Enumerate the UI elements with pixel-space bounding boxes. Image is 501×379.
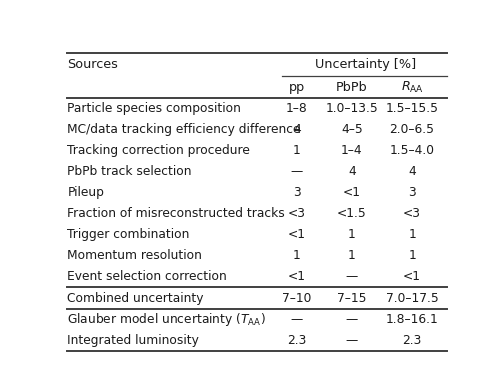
Text: Uncertainty [%]: Uncertainty [%] — [315, 58, 416, 71]
Text: 2.3: 2.3 — [402, 334, 422, 347]
Text: 3: 3 — [408, 186, 416, 199]
Text: 7–10: 7–10 — [282, 291, 312, 305]
Text: PbPb: PbPb — [336, 81, 368, 94]
Text: Combined uncertainty: Combined uncertainty — [67, 291, 204, 305]
Text: 1.0–13.5: 1.0–13.5 — [326, 102, 378, 115]
Text: <1: <1 — [288, 228, 306, 241]
Text: —: — — [291, 165, 303, 178]
Text: <1.5: <1.5 — [337, 207, 367, 220]
Text: 4: 4 — [348, 165, 356, 178]
Text: 1: 1 — [348, 228, 356, 241]
Text: 4–5: 4–5 — [341, 123, 363, 136]
Text: 7–15: 7–15 — [337, 291, 367, 305]
Text: —: — — [346, 334, 358, 347]
Text: 4: 4 — [408, 165, 416, 178]
Text: 1: 1 — [408, 249, 416, 262]
Text: <1: <1 — [343, 186, 361, 199]
Text: <3: <3 — [288, 207, 306, 220]
Text: Momentum resolution: Momentum resolution — [67, 249, 202, 262]
Text: PbPb track selection: PbPb track selection — [67, 165, 192, 178]
Text: 1.8–16.1: 1.8–16.1 — [386, 313, 438, 326]
Text: 4: 4 — [293, 123, 301, 136]
Text: <1: <1 — [288, 270, 306, 283]
Text: pp: pp — [289, 81, 305, 94]
Text: 1: 1 — [408, 228, 416, 241]
Text: Pileup: Pileup — [67, 186, 104, 199]
Text: —: — — [291, 313, 303, 326]
Text: 1.5–15.5: 1.5–15.5 — [386, 102, 438, 115]
Text: —: — — [346, 270, 358, 283]
Text: 1: 1 — [293, 144, 301, 157]
Text: 1–4: 1–4 — [341, 144, 363, 157]
Text: Trigger combination: Trigger combination — [67, 228, 190, 241]
Text: Particle species composition: Particle species composition — [67, 102, 241, 115]
Text: 2.0–6.5: 2.0–6.5 — [390, 123, 434, 136]
Text: Sources: Sources — [67, 58, 118, 71]
Text: 7.0–17.5: 7.0–17.5 — [386, 291, 438, 305]
Text: 1–8: 1–8 — [286, 102, 308, 115]
Text: —: — — [346, 313, 358, 326]
Text: Fraction of misreconstructed tracks: Fraction of misreconstructed tracks — [67, 207, 285, 220]
Text: <3: <3 — [403, 207, 421, 220]
Text: MC/data tracking efficiency difference: MC/data tracking efficiency difference — [67, 123, 301, 136]
Text: 1: 1 — [348, 249, 356, 262]
Text: Event selection correction: Event selection correction — [67, 270, 227, 283]
Text: Glauber model uncertainty ($T_{\mathrm{AA}}$): Glauber model uncertainty ($T_{\mathrm{A… — [67, 311, 266, 328]
Text: 1.5–4.0: 1.5–4.0 — [390, 144, 434, 157]
Text: Integrated luminosity: Integrated luminosity — [67, 334, 199, 347]
Text: Tracking correction procedure: Tracking correction procedure — [67, 144, 250, 157]
Text: 3: 3 — [293, 186, 301, 199]
Text: 2.3: 2.3 — [287, 334, 307, 347]
Text: $R_{\mathrm{AA}}$: $R_{\mathrm{AA}}$ — [401, 80, 423, 95]
Text: <1: <1 — [403, 270, 421, 283]
Text: 1: 1 — [293, 249, 301, 262]
